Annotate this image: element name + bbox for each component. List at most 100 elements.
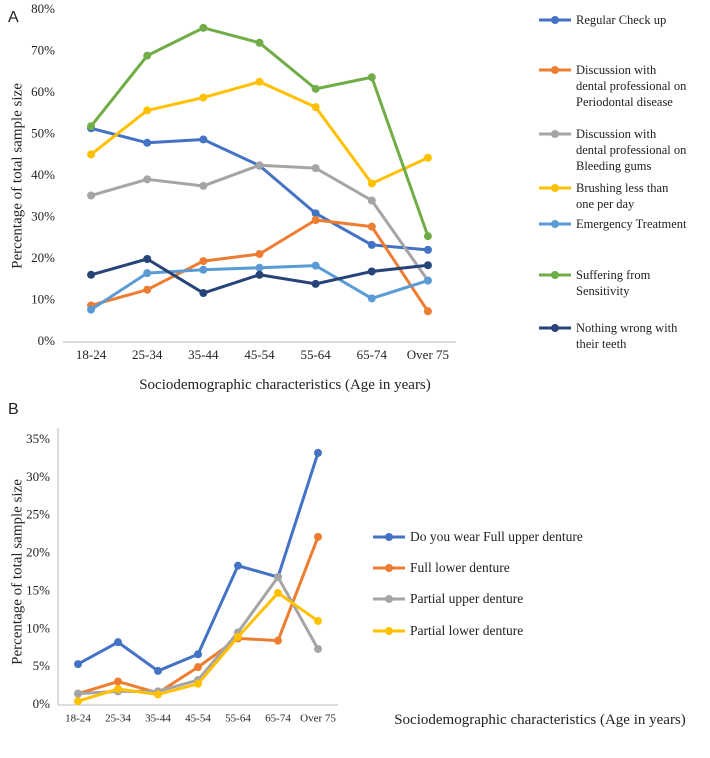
data-point xyxy=(87,122,96,131)
data-point xyxy=(87,150,96,159)
legend-dot xyxy=(551,184,559,192)
legend-dot xyxy=(551,130,559,138)
data-point xyxy=(199,181,208,190)
legend-marker xyxy=(539,184,571,192)
legend-dot xyxy=(551,324,559,332)
data-point xyxy=(143,51,152,60)
data-point xyxy=(143,175,152,184)
data-point xyxy=(199,289,208,298)
y-tick-label: 10% xyxy=(31,291,55,306)
x-axis-label: Sociodemographic characteristics (Age in… xyxy=(139,377,431,393)
x-tick-label: 45-54 xyxy=(244,347,275,362)
data-point xyxy=(311,215,320,224)
data-point xyxy=(143,138,152,147)
y-tick-label: 50% xyxy=(31,125,55,140)
x-tick-label: 18-24 xyxy=(76,347,107,362)
data-point xyxy=(255,38,264,47)
data-point xyxy=(314,616,322,625)
data-point xyxy=(194,650,202,659)
legend-marker xyxy=(539,16,571,24)
data-point xyxy=(114,685,122,694)
data-point xyxy=(367,240,376,249)
x-tick-label: 55-64 xyxy=(300,347,331,362)
legend-item: Discussion with dental professional on P… xyxy=(538,62,688,110)
data-point xyxy=(74,660,82,669)
legend-text: Discussion with dental professional on B… xyxy=(576,127,687,173)
data-point xyxy=(74,697,82,706)
legend-dot xyxy=(551,16,559,24)
data-point xyxy=(311,103,320,112)
data-point xyxy=(143,106,152,115)
data-point xyxy=(87,191,96,200)
legend-marker xyxy=(539,271,571,279)
x-tick-label: 25-34 xyxy=(132,347,163,362)
data-point xyxy=(255,77,264,86)
data-point xyxy=(154,666,162,675)
series-line xyxy=(89,26,430,237)
data-point xyxy=(367,196,376,205)
legend-dot xyxy=(385,595,393,603)
y-tick-label: 20% xyxy=(31,250,55,265)
y-axis-label: Percentage of total sample size xyxy=(9,83,25,269)
data-point xyxy=(154,690,162,699)
legend-item: Emergency Treatment xyxy=(538,216,688,232)
data-point xyxy=(423,232,432,241)
data-point xyxy=(311,164,320,173)
x-tick-label: 55-64 xyxy=(225,713,251,725)
data-point xyxy=(314,644,322,653)
data-point xyxy=(199,93,208,102)
panel-label: A xyxy=(8,9,19,26)
y-tick-label: 5% xyxy=(33,658,51,673)
legend-text: Partial upper denture xyxy=(410,591,524,606)
y-tick-label: 60% xyxy=(31,84,55,99)
data-point xyxy=(255,263,264,272)
legend-item: Partial lower denture xyxy=(372,623,692,639)
legend-text: Partial lower denture xyxy=(410,623,524,638)
y-tick-label: 15% xyxy=(26,582,50,597)
data-point xyxy=(194,679,202,688)
y-tick-label: 40% xyxy=(31,167,55,182)
data-point xyxy=(423,261,432,270)
y-tick-label: 0% xyxy=(38,333,56,348)
data-point xyxy=(114,638,122,647)
data-point xyxy=(199,257,208,266)
data-point xyxy=(194,663,202,672)
data-point xyxy=(199,135,208,144)
y-tick-label: 10% xyxy=(26,620,50,635)
data-point xyxy=(423,245,432,254)
legend-marker xyxy=(539,66,571,74)
y-tick-label: 80% xyxy=(31,1,55,16)
data-point xyxy=(311,209,320,218)
data-point xyxy=(255,250,264,259)
x-tick-label: 25-34 xyxy=(105,713,131,725)
data-point xyxy=(423,307,432,316)
x-tick-label: 35-44 xyxy=(145,713,171,725)
legend-text: Regular Check up xyxy=(576,13,667,27)
y-tick-label: 20% xyxy=(26,545,50,560)
legend-item: Discussion with dental professional on B… xyxy=(538,126,688,174)
legend-text: Nothing wrong with their teeth xyxy=(576,321,678,351)
legend-marker xyxy=(373,564,405,572)
series-line xyxy=(77,452,320,673)
data-point xyxy=(423,276,432,285)
y-tick-label: 30% xyxy=(31,208,55,223)
data-point xyxy=(367,267,376,276)
legend-text: Do you wear Full upper denture xyxy=(410,529,583,544)
data-point xyxy=(87,305,96,314)
legend-text: Brushing less than one per day xyxy=(576,181,669,211)
legend-dot xyxy=(385,627,393,635)
data-point xyxy=(143,269,152,278)
x-tick-label: 45-54 xyxy=(185,713,211,725)
data-point xyxy=(274,588,282,597)
data-point xyxy=(423,153,432,162)
legend-dot xyxy=(551,271,559,279)
x-axis-label: Sociodemographic characteristics (Age in… xyxy=(394,712,686,728)
data-point xyxy=(143,285,152,294)
legend-item: Suffering from Sensitivity xyxy=(538,267,688,299)
y-axis-label: Percentage of total sample size xyxy=(9,479,25,665)
legend-text: Full lower denture xyxy=(410,560,510,575)
series-line xyxy=(90,126,429,252)
y-tick-label: 70% xyxy=(31,42,55,57)
data-point xyxy=(255,161,264,170)
